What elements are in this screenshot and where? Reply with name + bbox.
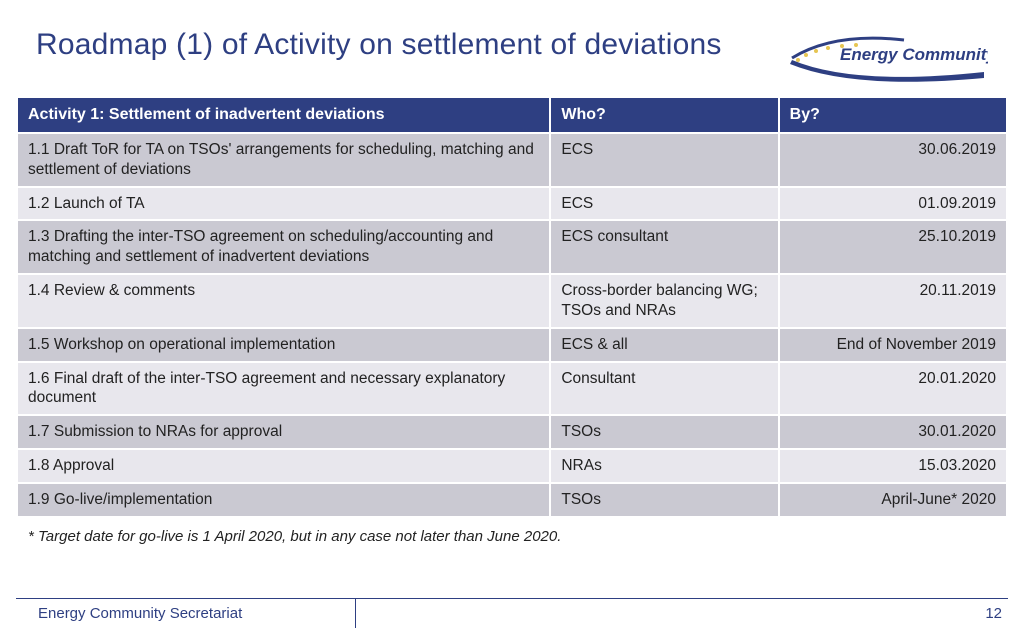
table-row: 1.7 Submission to NRAs for approvalTSOs3…: [18, 416, 1006, 448]
logo-text: Energy Community: [840, 45, 988, 64]
activity-cell: 1.7 Submission to NRAs for approval: [18, 416, 549, 448]
column-header: Who?: [551, 98, 777, 132]
activity-cell: 1.1 Draft ToR for TA on TSOs' arrangemen…: [18, 134, 549, 186]
roadmap-table: Activity 1: Settlement of inadvertent de…: [16, 96, 1008, 518]
who-cell: TSOs: [551, 416, 777, 448]
table-row: 1.5 Workshop on operational implementati…: [18, 329, 1006, 361]
table-row: 1.2 Launch of TAECS01.09.2019: [18, 188, 1006, 220]
by-cell: April-June* 2020: [780, 484, 1006, 516]
activity-cell: 1.5 Workshop on operational implementati…: [18, 329, 549, 361]
column-header: By?: [780, 98, 1006, 132]
by-cell: End of November 2019: [780, 329, 1006, 361]
by-cell: 25.10.2019: [780, 221, 1006, 273]
who-cell: TSOs: [551, 484, 777, 516]
table-row: 1.6 Final draft of the inter-TSO agreeme…: [18, 363, 1006, 415]
activity-cell: 1.6 Final draft of the inter-TSO agreeme…: [18, 363, 549, 415]
who-cell: ECS consultant: [551, 221, 777, 273]
column-header: Activity 1: Settlement of inadvertent de…: [18, 98, 549, 132]
by-cell: 20.11.2019: [780, 275, 1006, 327]
who-cell: Cross-border balancing WG; TSOs and NRAs: [551, 275, 777, 327]
by-cell: 30.06.2019: [780, 134, 1006, 186]
page-number: 12: [985, 605, 1008, 622]
table-row: 1.1 Draft ToR for TA on TSOs' arrangemen…: [18, 134, 1006, 186]
table-row: 1.3 Drafting the inter-TSO agreement on …: [18, 221, 1006, 273]
activity-cell: 1.9 Go-live/implementation: [18, 484, 549, 516]
activity-cell: 1.3 Drafting the inter-TSO agreement on …: [18, 221, 549, 273]
table-row: 1.4 Review & commentsCross-border balanc…: [18, 275, 1006, 327]
by-cell: 15.03.2020: [780, 450, 1006, 482]
who-cell: ECS: [551, 134, 777, 186]
slide-footer: Energy Community Secretariat 12: [16, 598, 1008, 628]
footer-org: Energy Community Secretariat: [16, 599, 356, 628]
by-cell: 20.01.2020: [780, 363, 1006, 415]
table-row: 1.8 ApprovalNRAs15.03.2020: [18, 450, 1006, 482]
who-cell: ECS & all: [551, 329, 777, 361]
by-cell: 30.01.2020: [780, 416, 1006, 448]
who-cell: Consultant: [551, 363, 777, 415]
who-cell: NRAs: [551, 450, 777, 482]
page-title: Roadmap (1) of Activity on settlement of…: [36, 28, 722, 62]
activity-cell: 1.2 Launch of TA: [18, 188, 549, 220]
energy-community-logo: Energy Community: [784, 28, 988, 82]
footnote: * Target date for go-live is 1 April 202…: [0, 518, 1024, 545]
table-row: 1.9 Go-live/implementationTSOsApril-June…: [18, 484, 1006, 516]
activity-cell: 1.8 Approval: [18, 450, 549, 482]
activity-cell: 1.4 Review & comments: [18, 275, 549, 327]
by-cell: 01.09.2019: [780, 188, 1006, 220]
who-cell: ECS: [551, 188, 777, 220]
